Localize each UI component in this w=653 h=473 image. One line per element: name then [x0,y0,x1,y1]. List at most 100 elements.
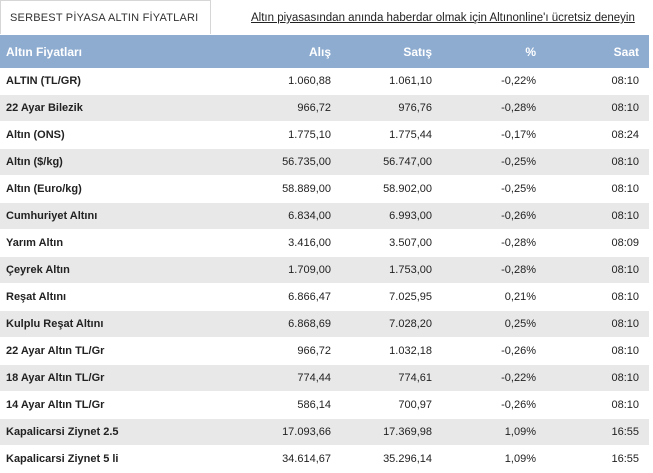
update-time: 08:10 [536,337,649,365]
update-time: 08:09 [536,229,649,257]
update-time: 08:10 [536,391,649,419]
buy-price: 586,14 [171,391,331,419]
top-bar: SERBEST PİYASA ALTIN FİYATLARI Altın piy… [0,0,653,35]
sell-price: 774,61 [331,364,432,392]
update-time: 08:10 [536,256,649,284]
sell-price: 58.902,00 [331,175,432,203]
row-name[interactable]: Kapalicarsi Ziynet 5 li [0,445,171,473]
change-percent: -0,17% [432,121,536,149]
change-percent: -0,26% [432,202,536,230]
update-time: 08:10 [536,202,649,230]
row-name[interactable]: 18 Ayar Altın TL/Gr [0,364,171,392]
row-name[interactable]: Altın (ONS) [0,121,171,149]
row-name[interactable]: Kulplu Reşat Altını [0,310,171,338]
change-percent: 1,09% [432,445,536,473]
sell-price: 1.061,10 [331,68,432,95]
buy-price: 17.093,66 [171,418,331,446]
row-name[interactable]: Altın ($/kg) [0,148,171,176]
row-name[interactable]: Cumhuriyet Altını [0,202,171,230]
buy-price: 3.416,00 [171,229,331,257]
change-percent: -0,26% [432,337,536,365]
update-time: 08:10 [536,68,649,95]
sell-price: 6.993,00 [331,202,432,230]
update-time: 16:55 [536,418,649,446]
sell-price: 56.747,00 [331,148,432,176]
sell-price: 1.775,44 [331,121,432,149]
update-time: 08:10 [536,175,649,203]
row-name[interactable]: Reşat Altını [0,283,171,311]
change-percent: -0,22% [432,68,536,95]
update-time: 08:10 [536,310,649,338]
table-row[interactable]: Altın (Euro/kg) 58.889,00 58.902,00 -0,25% 0… [0,175,649,203]
table-row[interactable]: Kulplu Reşat Altını 6.868,69 7.028,20 0,25%… [0,310,649,338]
table-row[interactable]: Altın (ONS) 1.775,10 1.775,44 -0,17% 08:24 [0,121,649,149]
table-row[interactable]: 22 Ayar Altın TL/Gr 966,72 1.032,18 -0,26% 0… [0,337,649,365]
row-name[interactable]: Kapalicarsi Ziynet 2.5 [0,418,171,446]
header-saat[interactable]: Saat [536,35,649,68]
buy-price: 6.866,47 [171,283,331,311]
row-name[interactable]: 22 Ayar Bilezik [0,94,171,122]
header-altin-fiyatlari[interactable]: Altın Fiyatları [0,35,171,68]
table-row[interactable]: Çeyrek Altın 1.709,00 1.753,00 -0,28% 08:10 [0,256,649,284]
table-row[interactable]: Reşat Altını 6.866,47 7.025,95 0,21% 08:10 [0,283,649,311]
sell-price: 7.028,20 [331,310,432,338]
sell-price: 3.507,00 [331,229,432,257]
buy-price: 1.060,88 [171,68,331,95]
row-name[interactable]: 22 Ayar Altın TL/Gr [0,337,171,365]
table-row[interactable]: ALTIN (TL/GR) 1.060,88 1.061,10 -0,22% 08:10 [0,68,649,95]
buy-price: 56.735,00 [171,148,331,176]
update-time: 08:10 [536,364,649,392]
buy-price: 34.614,67 [171,445,331,473]
sell-price: 1.032,18 [331,337,432,365]
header-satis[interactable]: Satış [331,35,432,68]
change-percent: -0,22% [432,364,536,392]
gold-price-table: Altın Fiyatları Alış Satış % Saat ALTIN … [0,35,649,473]
table-row[interactable]: 14 Ayar Altın TL/Gr 586,14 700,97 -0,26% 08:… [0,391,649,419]
tab-serbest-piyasa[interactable]: SERBEST PİYASA ALTIN FİYATLARI [0,0,211,34]
row-name[interactable]: Çeyrek Altın [0,256,171,284]
sell-price: 1.753,00 [331,256,432,284]
buy-price: 58.889,00 [171,175,331,203]
table-row[interactable]: 22 Ayar Bilezik 966,72 976,76 -0,28% 08:10 [0,94,649,122]
change-percent: -0,26% [432,391,536,419]
sell-price: 35.296,14 [331,445,432,473]
change-percent: 0,21% [432,283,536,311]
sell-price: 700,97 [331,391,432,419]
buy-price: 1.775,10 [171,121,331,149]
sell-price: 17.369,98 [331,418,432,446]
update-time: 08:10 [536,94,649,122]
buy-price: 966,72 [171,94,331,122]
buy-price: 6.868,69 [171,310,331,338]
buy-price: 6.834,00 [171,202,331,230]
buy-price: 966,72 [171,337,331,365]
update-time: 08:10 [536,148,649,176]
sell-price: 976,76 [331,94,432,122]
change-percent: 0,25% [432,310,536,338]
change-percent: 1,09% [432,418,536,446]
sell-price: 7.025,95 [331,283,432,311]
update-time: 16:55 [536,445,649,473]
table-header-row: Altın Fiyatları Alış Satış % Saat [0,35,649,68]
buy-price: 1.709,00 [171,256,331,284]
change-percent: -0,28% [432,256,536,284]
table-row[interactable]: Cumhuriyet Altını 6.834,00 6.993,00 -0,26% 0… [0,202,649,230]
update-time: 08:10 [536,283,649,311]
row-name[interactable]: Altın (Euro/kg) [0,175,171,203]
table-row[interactable]: 18 Ayar Altın TL/Gr 774,44 774,61 -0,22% 08:… [0,364,649,392]
update-time: 08:24 [536,121,649,149]
header-alis[interactable]: Alış [171,35,331,68]
change-percent: -0,25% [432,175,536,203]
table-row[interactable]: Yarım Altın 3.416,00 3.507,00 -0,28% 08:09 [0,229,649,257]
promo-link[interactable]: Altın piyasasından anında haberdar olmak… [251,12,635,24]
header-percent[interactable]: % [432,35,536,68]
table-row[interactable]: Kapalicarsi Ziynet 2.5 17.093,66 17.369,98… [0,418,649,446]
table-row[interactable]: Altın ($/kg) 56.735,00 56.747,00 -0,25% 08:1… [0,148,649,176]
row-name[interactable]: Yarım Altın [0,229,171,257]
row-name[interactable]: ALTIN (TL/GR) [0,68,171,95]
table-row[interactable]: Kapalicarsi Ziynet 5 li 34.614,67 35.296,1… [0,445,649,473]
change-percent: -0,28% [432,229,536,257]
change-percent: -0,25% [432,148,536,176]
row-name[interactable]: 14 Ayar Altın TL/Gr [0,391,171,419]
change-percent: -0,28% [432,94,536,122]
buy-price: 774,44 [171,364,331,392]
